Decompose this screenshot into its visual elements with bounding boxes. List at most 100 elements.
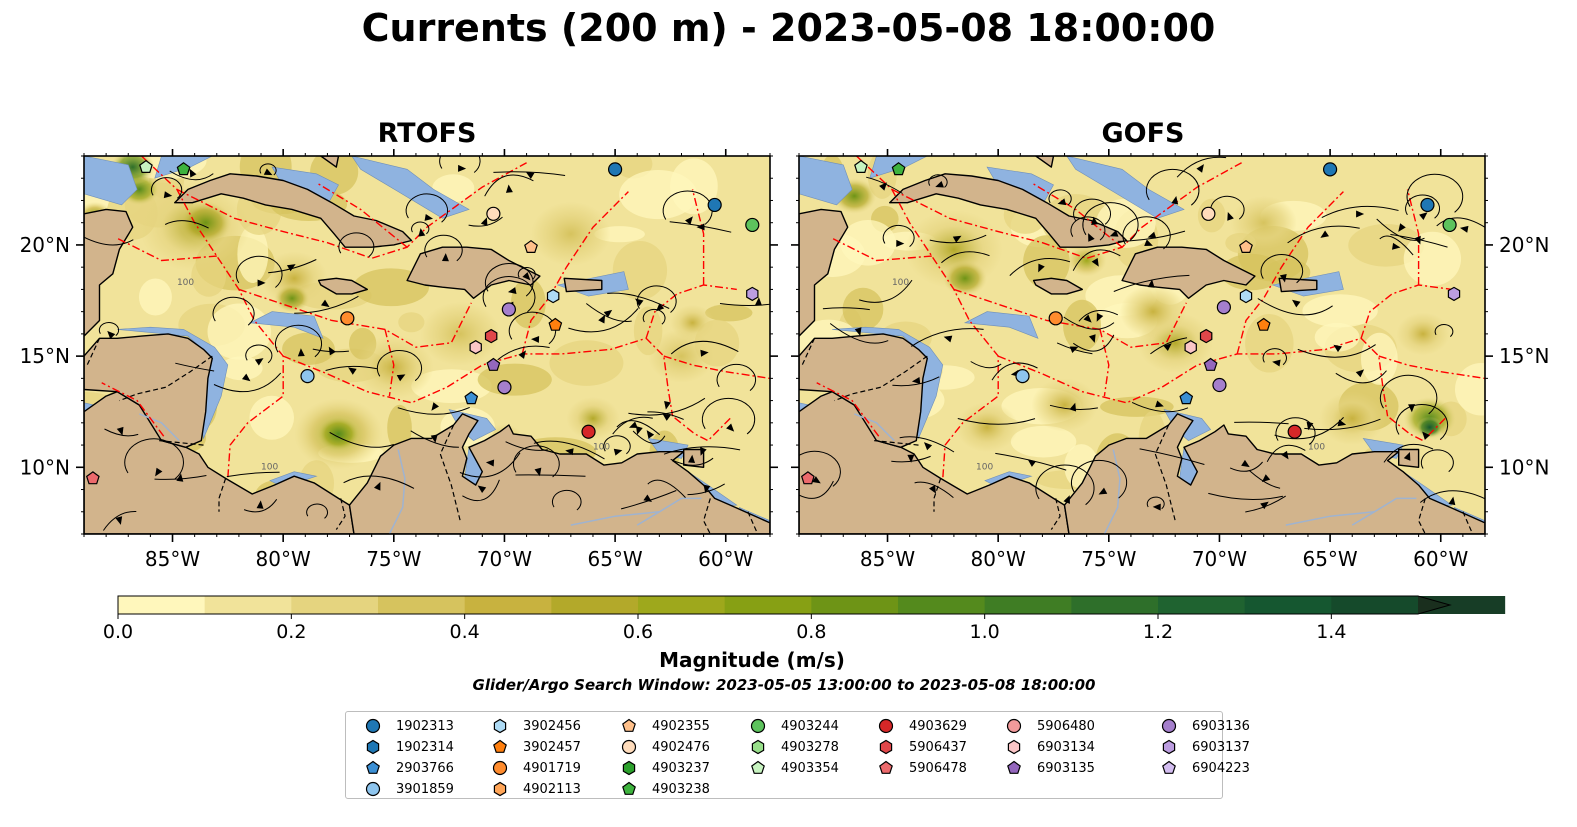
lon-tick-label: 75°W — [366, 547, 421, 571]
streamline-arrow — [507, 287, 517, 294]
lon-tick-label: 60°W — [698, 547, 753, 571]
legend-item: 3901859 — [364, 779, 454, 799]
isobath-label: 100 — [261, 463, 278, 473]
streamline — [98, 321, 120, 336]
legend-item: 4901719 — [491, 758, 581, 778]
land-bahamas1 — [1035, 156, 1055, 168]
circle-marker-icon — [1006, 718, 1022, 734]
legend-label: 4903238 — [652, 781, 710, 797]
streamline-arrow — [1196, 164, 1204, 173]
legend-item: 4902113 — [491, 779, 581, 799]
streamline-arrow — [696, 223, 705, 231]
river — [388, 449, 406, 534]
streamline — [124, 438, 184, 480]
float-marker-3902457 — [1256, 317, 1271, 331]
colorbar-outline — [117, 595, 1452, 615]
legend-item: 5906478 — [877, 758, 967, 778]
streamline-arrow — [1171, 195, 1179, 205]
streamline — [911, 328, 984, 347]
streamline — [1070, 459, 1128, 499]
streamline-arrow — [812, 476, 821, 484]
legend-item: 6903134 — [1005, 737, 1095, 757]
streamline-arrow — [256, 500, 264, 509]
circle-marker — [621, 739, 637, 755]
lon-tick-label: 85°W — [145, 547, 200, 571]
legend-label: 4903278 — [781, 739, 839, 755]
streamline — [482, 276, 536, 313]
colorbar-label: Magnitude (m/s) — [659, 648, 845, 672]
colorbar-segment — [1244, 596, 1332, 614]
streamline — [1419, 490, 1485, 503]
streamline-arrow — [1408, 404, 1416, 413]
streamline-arrow — [241, 373, 251, 382]
streamline — [687, 483, 725, 496]
float-marker-4903354 — [139, 159, 153, 173]
river — [854, 413, 895, 442]
streamline-arrow — [643, 494, 652, 502]
streamline-arrow — [1163, 343, 1172, 352]
float-marker-5906478 — [800, 471, 815, 485]
float-marker-1902313 — [1322, 162, 1338, 177]
colorbar-segment — [551, 596, 639, 614]
legend-label: 3902457 — [523, 739, 581, 755]
legend-label: 6903134 — [1037, 739, 1095, 755]
streamline-arrow — [1260, 501, 1269, 510]
streamline — [243, 499, 278, 513]
map-frame — [83, 155, 771, 535]
streamline — [150, 177, 183, 199]
streamline-arrow — [1272, 359, 1281, 367]
streamline — [829, 323, 889, 344]
legend-item: 4903629 — [877, 716, 967, 736]
eez-boundary — [691, 189, 705, 285]
streamline-arrow — [664, 401, 671, 410]
float-marker-6903136 — [497, 380, 512, 395]
legend-item: 6903135 — [1005, 758, 1095, 778]
lat-tick-label: 15°N — [20, 344, 70, 368]
land-cuba — [889, 173, 1128, 248]
hexagon-marker — [622, 760, 636, 776]
streamline-arrow — [1356, 210, 1365, 218]
streamline — [1260, 254, 1304, 284]
streamline-arrow — [1227, 212, 1234, 221]
streamline-arrow — [1152, 503, 1161, 511]
colorbar-segment — [811, 596, 899, 614]
streamline-arrow — [1306, 421, 1314, 431]
streamline — [642, 308, 666, 325]
country-border — [335, 498, 346, 530]
float-marker-4903629 — [581, 424, 596, 439]
land-south-america — [1063, 413, 1485, 534]
streamline — [585, 303, 632, 322]
circle-marker-icon — [750, 718, 766, 734]
legend-label: 4902476 — [652, 739, 710, 755]
streamline — [84, 236, 134, 246]
lon-tick-label: 80°W — [971, 547, 1026, 571]
colorbar-segment — [118, 596, 206, 614]
circle-marker — [750, 718, 766, 734]
float-marker-3902457 — [548, 317, 563, 331]
streamline-arrow — [1038, 263, 1045, 273]
pentagon-marker-icon — [622, 718, 636, 732]
pentagon-marker — [879, 760, 893, 774]
colorbar-tick-label: 1.2 — [1143, 621, 1173, 643]
shallow-water — [1066, 156, 1185, 219]
streamline — [1082, 202, 1139, 241]
legend-label: 5906478 — [909, 760, 967, 776]
map-frame — [798, 155, 1486, 535]
streamline — [515, 474, 586, 477]
colorbar-tick-label: 0.0 — [103, 621, 133, 643]
pentagon-marker — [622, 781, 636, 795]
streamline-arrow — [1281, 450, 1289, 460]
eez-boundary — [645, 284, 737, 339]
map-rtofs: 100 100 100 85°W 80°W 75°W 70°W 65°W 60°W 20°N 15°… — [20, 149, 778, 571]
river — [1351, 497, 1417, 526]
country-border — [834, 355, 928, 402]
land-yucatan — [799, 208, 849, 337]
streamline-arrow — [1027, 459, 1037, 467]
legend-label: 6903137 — [1192, 739, 1250, 755]
pentagon-marker-icon — [879, 760, 893, 774]
lon-tick-label: 60°W — [1413, 547, 1468, 571]
float-marker-5906437 — [484, 328, 498, 344]
land-bahamas1 — [320, 156, 340, 168]
colorbar-tick-label: 0.8 — [796, 621, 826, 643]
eez-boundary — [891, 162, 1242, 260]
